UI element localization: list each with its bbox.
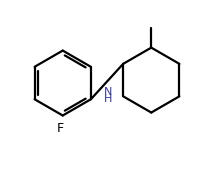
Text: H: H bbox=[104, 94, 112, 104]
Text: F: F bbox=[57, 122, 64, 135]
Text: N: N bbox=[104, 88, 112, 97]
